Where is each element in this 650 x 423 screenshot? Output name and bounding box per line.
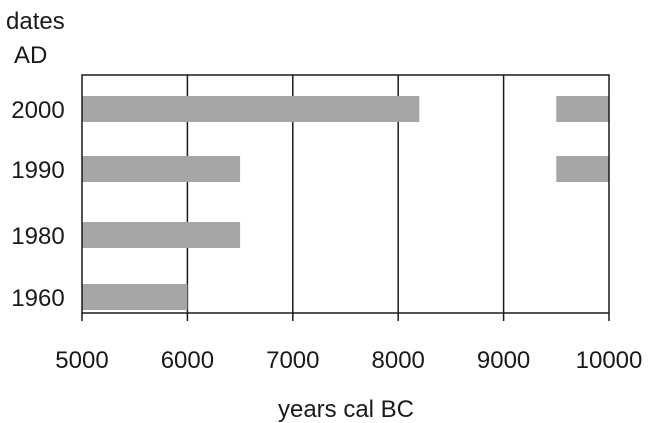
bar-1990-2	[556, 156, 609, 182]
x-tick-label-5000: 5000	[55, 347, 108, 374]
x-tick-label-9000: 9000	[477, 347, 530, 374]
y-tick-label-1990: 1990	[11, 157, 64, 184]
bar-1990-1	[82, 156, 241, 182]
x-tick-label-10000: 10000	[576, 347, 643, 374]
plot-area	[81, 74, 610, 314]
x-tick-label-7000: 7000	[266, 347, 319, 374]
plot-frame	[81, 74, 610, 314]
bar-1980-1	[82, 222, 241, 248]
y-axis-label-line-2: AD	[14, 42, 47, 69]
x-axis-label: years cal BC	[278, 396, 414, 423]
x-tick-label-6000: 6000	[161, 347, 214, 374]
x-tick-label-8000: 8000	[372, 347, 425, 374]
y-tick-label-1960: 1960	[11, 285, 64, 312]
bar-2000-1	[82, 96, 420, 122]
y-axis-label: dates AD	[6, 8, 65, 69]
bar-1960-1	[82, 284, 188, 310]
bar-2000-2	[556, 96, 609, 122]
y-tick-label-1980: 1980	[11, 223, 64, 250]
bars	[82, 96, 609, 310]
x-axis-ticks: 5000 6000 7000 8000 9000 10000	[55, 313, 642, 374]
y-axis-label-line-1: dates	[6, 8, 65, 35]
y-tick-label-2000: 2000	[11, 97, 64, 124]
y-axis-categories: 2000 1990 1980 1960	[11, 97, 64, 312]
